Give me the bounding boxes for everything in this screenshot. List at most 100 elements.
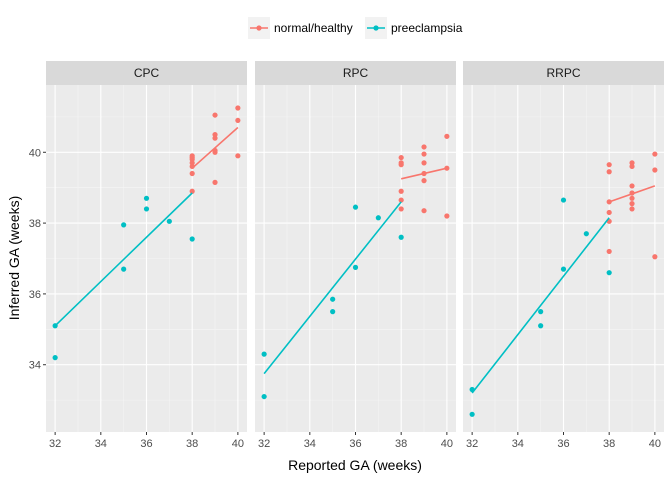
data-point xyxy=(212,179,218,185)
fit-line xyxy=(401,167,448,180)
x-tick-label: 38 xyxy=(395,438,407,450)
data-point xyxy=(606,162,612,168)
data-point xyxy=(629,195,635,201)
fit-line xyxy=(191,126,239,169)
x-tick-label: 40 xyxy=(232,438,244,450)
data-point xyxy=(652,167,658,173)
data-point xyxy=(52,355,58,361)
series-pre xyxy=(52,192,195,361)
x-tick-label: 34 xyxy=(95,438,107,450)
data-point xyxy=(330,309,336,315)
data-point xyxy=(189,236,195,242)
legend: normal/healthy preeclampsia xyxy=(248,17,463,39)
series-pre xyxy=(469,197,612,417)
data-point xyxy=(143,195,150,201)
x-tick-label: 32 xyxy=(466,438,478,450)
data-point xyxy=(398,154,404,161)
data-point xyxy=(444,165,450,171)
data-point xyxy=(606,248,612,255)
data-point xyxy=(583,231,589,237)
data-point xyxy=(421,151,427,157)
data-point xyxy=(121,222,127,228)
x-tick-label: 36 xyxy=(557,438,569,450)
data-point xyxy=(560,197,567,203)
legend-item-normal: normal/healthy xyxy=(248,17,353,39)
data-point xyxy=(629,206,635,212)
legend-item-pre: preeclampsia xyxy=(365,17,463,39)
data-point xyxy=(212,131,218,138)
data-point xyxy=(398,188,404,194)
fit-line xyxy=(54,192,193,327)
panel-rpc: RPC 32 34 36 38 40 xyxy=(255,61,456,450)
data-point xyxy=(538,309,544,315)
data-point xyxy=(375,215,381,221)
data-point xyxy=(629,201,635,207)
x-tick-label: 36 xyxy=(349,438,361,450)
data-point xyxy=(121,266,127,272)
legend-label: normal/healthy xyxy=(274,21,353,35)
panel-cpc: CPC 32 34 36 38 40 34 36 38 40 xyxy=(29,61,247,450)
data-point xyxy=(560,266,567,272)
panels: CPC 32 34 36 38 40 34 36 38 40 RPC 32 34 36 38 40 RRPC 32… xyxy=(29,61,664,450)
x-tick-label: 32 xyxy=(49,438,61,450)
data-point xyxy=(421,160,427,166)
data-point xyxy=(261,351,267,357)
fit-line xyxy=(471,217,610,394)
facet-strip xyxy=(255,61,456,85)
data-point xyxy=(629,160,635,166)
data-point xyxy=(421,178,427,184)
data-point xyxy=(421,208,427,214)
y-tick-label: 36 xyxy=(29,289,41,301)
data-point xyxy=(235,105,241,111)
data-point xyxy=(235,153,241,159)
facet-strip xyxy=(463,61,664,85)
data-point xyxy=(629,183,635,189)
data-point xyxy=(352,204,359,210)
data-point xyxy=(189,170,195,177)
series-normal xyxy=(189,105,241,194)
panel-rrpc: RRPC 32 34 36 38 40 xyxy=(463,61,664,450)
data-point xyxy=(444,133,450,139)
legend-key-point xyxy=(256,25,262,31)
data-point xyxy=(352,264,359,270)
legend-key-point xyxy=(373,25,379,31)
y-tick-label: 34 xyxy=(29,360,41,372)
x-tick-label: 34 xyxy=(304,438,316,450)
y-axis-title: Inferred GA (weeks) xyxy=(6,196,22,321)
y-tick-label: 40 xyxy=(29,147,41,159)
data-point xyxy=(398,197,404,203)
data-point xyxy=(166,218,172,224)
series-normal xyxy=(398,133,450,219)
data-point xyxy=(421,144,427,150)
data-point xyxy=(606,209,612,216)
data-point xyxy=(143,206,150,212)
x-axis-title: Reported GA (weeks) xyxy=(288,457,422,473)
x-tick-label: 32 xyxy=(258,438,270,450)
data-point xyxy=(212,112,218,118)
y-tick-label: 38 xyxy=(29,218,41,230)
data-point xyxy=(398,206,404,212)
data-point xyxy=(469,411,475,417)
data-point xyxy=(652,151,658,157)
x-tick-label: 34 xyxy=(512,438,524,450)
data-point xyxy=(538,323,544,329)
data-point xyxy=(330,296,336,302)
data-point xyxy=(189,188,195,194)
fit-line xyxy=(608,185,656,203)
legend-label: preeclampsia xyxy=(391,21,463,35)
facet-strip-label: CPC xyxy=(134,66,160,80)
facet-strip-label: RRPC xyxy=(546,66,580,80)
data-point xyxy=(606,169,612,175)
facet-strip-label: RPC xyxy=(343,66,369,80)
fit-line xyxy=(263,201,402,375)
data-point xyxy=(398,160,404,166)
data-point xyxy=(652,254,658,260)
series-pre xyxy=(261,201,404,400)
data-point xyxy=(189,153,195,159)
x-tick-label: 36 xyxy=(140,438,152,450)
data-point xyxy=(606,270,612,276)
series-normal xyxy=(606,151,658,260)
data-point xyxy=(261,393,267,400)
x-tick-label: 40 xyxy=(649,438,661,450)
